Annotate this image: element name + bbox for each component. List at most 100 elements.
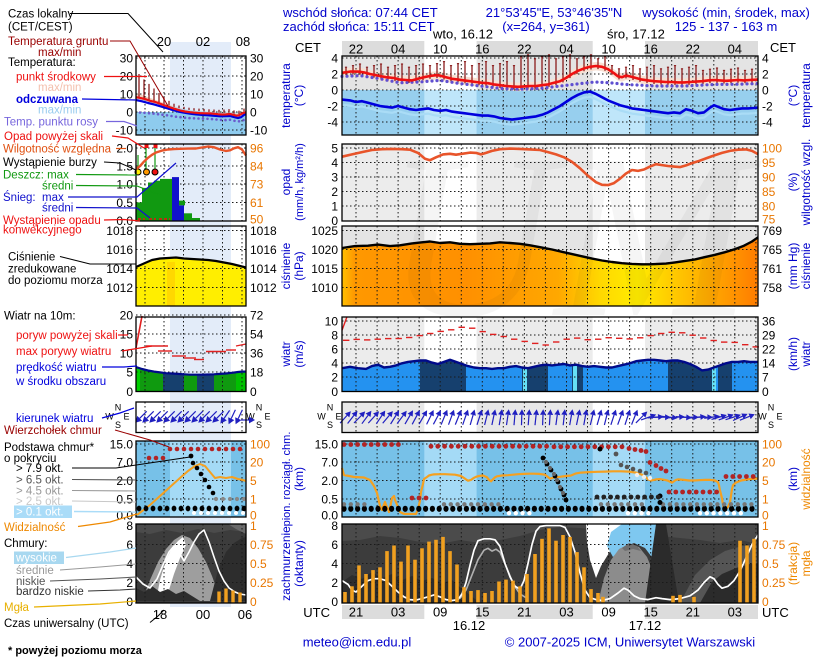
svg-text:E: E (335, 412, 341, 422)
svg-text:10: 10 (601, 42, 615, 57)
svg-text:max porywy wiatru: max porywy wiatru (16, 346, 111, 358)
svg-text:-2: -2 (762, 100, 773, 114)
svg-text:zredukowane: zredukowane (8, 264, 76, 276)
svg-text:Chmury:: Chmury: (4, 538, 47, 550)
svg-text:1012: 1012 (250, 281, 277, 295)
svg-text:36: 36 (250, 347, 264, 361)
svg-text:S: S (327, 420, 333, 430)
svg-text:769: 769 (762, 224, 782, 238)
svg-text:2.0: 2.0 (116, 474, 133, 488)
svg-text:1016: 1016 (106, 243, 133, 257)
svg-text:10: 10 (433, 42, 447, 57)
svg-text:1012: 1012 (106, 281, 133, 295)
svg-text:Opad powyżej skali: Opad powyżej skali (4, 131, 103, 143)
svg-text:0.25: 0.25 (762, 576, 786, 590)
svg-text:22: 22 (517, 42, 531, 57)
svg-text:-2: -2 (327, 100, 338, 114)
svg-text:0.5: 0.5 (250, 557, 267, 571)
svg-text:1.5: 1.5 (116, 160, 133, 174)
svg-text:1025: 1025 (311, 224, 338, 238)
svg-text:konwekcyjnego: konwekcyjnego (3, 225, 82, 237)
svg-text:> 0.1 okt.: > 0.1 okt. (16, 507, 64, 519)
svg-text:2: 2 (126, 576, 133, 590)
svg-text:54: 54 (250, 328, 264, 342)
svg-text:2.0: 2.0 (321, 474, 338, 488)
svg-text:opad: opad (279, 169, 293, 196)
svg-text:0.75: 0.75 (762, 538, 786, 552)
svg-text:1: 1 (250, 519, 257, 533)
svg-text:Czas uniwersalny (UTC): Czas uniwersalny (UTC) (4, 618, 129, 630)
svg-text:03: 03 (559, 605, 573, 620)
svg-text:1: 1 (331, 200, 338, 214)
svg-text:prędkość wiatru: prędkość wiatru (16, 362, 97, 374)
svg-text:10: 10 (325, 315, 339, 329)
svg-text:100: 100 (250, 438, 270, 452)
svg-text:1015: 1015 (311, 262, 338, 276)
svg-text:16: 16 (475, 42, 489, 57)
svg-text:temperatura: temperatura (279, 63, 293, 128)
svg-text:(%): (%) (786, 173, 800, 192)
svg-text:0.25: 0.25 (250, 576, 274, 590)
svg-text:21: 21 (349, 605, 363, 620)
svg-text:Śnieg:: Śnieg: (3, 191, 36, 204)
svg-text:UM: UM (385, 106, 762, 366)
svg-text:0: 0 (126, 106, 133, 120)
svg-text:03: 03 (728, 605, 742, 620)
svg-text:bardzo niskie: bardzo niskie (16, 586, 84, 598)
svg-text:765: 765 (762, 243, 782, 257)
svg-text:30: 30 (120, 52, 134, 66)
svg-text:temperatura: temperatura (799, 63, 813, 128)
svg-text:73: 73 (250, 178, 264, 192)
svg-text:(oktanty): (oktanty) (292, 540, 306, 587)
svg-text:N: N (327, 403, 334, 413)
svg-text:Czas lokalny: Czas lokalny (8, 9, 73, 21)
svg-text:S: S (115, 420, 121, 430)
svg-text:wysokie: wysokie (15, 553, 57, 565)
svg-text:90: 90 (762, 171, 776, 185)
svg-text:0: 0 (331, 595, 338, 609)
svg-text:4: 4 (331, 357, 338, 371)
svg-text:(frakcja): (frakcja) (786, 542, 800, 585)
svg-text:02: 02 (196, 34, 210, 49)
svg-text:W: W (758, 412, 767, 422)
svg-text:N: N (768, 403, 775, 413)
svg-text:E: E (776, 412, 782, 422)
svg-text:00: 00 (196, 607, 210, 622)
svg-text:14: 14 (762, 357, 776, 371)
svg-text:1: 1 (762, 519, 769, 533)
svg-text:średni: średni (42, 181, 73, 193)
svg-text:(km): (km) (292, 467, 306, 491)
svg-text:N: N (115, 403, 122, 413)
svg-text:2: 2 (331, 68, 338, 82)
svg-text:761: 761 (762, 262, 782, 276)
svg-text:6: 6 (331, 343, 338, 357)
svg-text:5: 5 (331, 142, 338, 156)
svg-text:21°53'45"E, 53°46'35"N: 21°53'45"E, 53°46'35"N (486, 5, 623, 20)
svg-text:(CET/CEST): (CET/CEST) (8, 22, 73, 34)
svg-text:22: 22 (349, 42, 363, 57)
svg-text:96: 96 (250, 142, 264, 156)
svg-text:0.75: 0.75 (250, 538, 274, 552)
svg-text:20: 20 (250, 70, 264, 84)
svg-text:18: 18 (250, 366, 264, 380)
svg-text:w środku obszaru: w środku obszaru (15, 376, 106, 388)
svg-text:06: 06 (238, 607, 252, 622)
svg-text:zachmurzenie: zachmurzenie (279, 526, 293, 601)
svg-text:(km): (km) (786, 467, 800, 491)
svg-text:21: 21 (686, 605, 700, 620)
svg-text:08: 08 (236, 34, 250, 49)
svg-text:16.12: 16.12 (453, 618, 486, 633)
svg-text:22: 22 (686, 42, 700, 57)
svg-text:średni: średni (42, 203, 73, 215)
svg-text:09: 09 (433, 605, 447, 620)
svg-text:20: 20 (762, 456, 776, 470)
svg-text:Temperatura:: Temperatura: (8, 57, 76, 69)
svg-text:N: N (256, 403, 263, 413)
svg-text:3: 3 (331, 171, 338, 185)
svg-text:4: 4 (762, 52, 769, 66)
svg-text:wiatr: wiatr (799, 341, 813, 367)
svg-text:80: 80 (762, 200, 776, 214)
svg-text:16: 16 (643, 42, 657, 57)
svg-text:(mm/h, kg/m²/h): (mm/h, kg/m²/h) (294, 143, 306, 221)
svg-text:Wiatr na 10m:: Wiatr na 10m: (4, 311, 76, 323)
